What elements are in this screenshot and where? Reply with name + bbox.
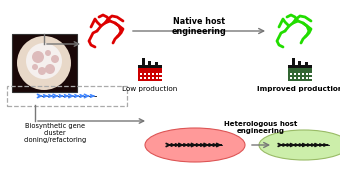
Bar [306, 77, 308, 79]
Bar [288, 65, 312, 68]
Bar [298, 77, 301, 79]
Ellipse shape [145, 128, 245, 162]
Text: Native host
engineering: Native host engineering [172, 17, 226, 36]
Bar [298, 73, 301, 75]
Bar [309, 73, 311, 75]
Bar [288, 68, 312, 81]
Bar [138, 68, 162, 81]
Bar [298, 61, 301, 68]
Bar [290, 73, 292, 75]
Bar [302, 73, 304, 75]
Bar [152, 77, 154, 79]
Bar [159, 77, 161, 79]
Bar [159, 73, 161, 75]
Bar [152, 73, 154, 75]
Bar [140, 73, 142, 75]
Bar [292, 58, 295, 68]
Bar [294, 73, 296, 75]
Bar [140, 77, 142, 79]
Text: Heterologous host
engineering: Heterologous host engineering [224, 121, 298, 134]
Bar [306, 73, 308, 75]
Circle shape [26, 43, 62, 79]
Circle shape [45, 50, 51, 56]
Bar [309, 77, 311, 79]
Bar [138, 65, 162, 68]
Bar [148, 61, 151, 68]
Ellipse shape [259, 130, 340, 160]
Text: Improved production: Improved production [257, 86, 340, 92]
Bar [302, 77, 304, 79]
Bar [294, 77, 296, 79]
Bar [156, 77, 158, 79]
Bar [143, 73, 147, 75]
Bar [143, 77, 147, 79]
Circle shape [45, 64, 55, 74]
Circle shape [17, 36, 71, 90]
Bar [155, 62, 158, 68]
Bar [290, 77, 292, 79]
Bar [148, 73, 150, 75]
Circle shape [51, 55, 59, 63]
Circle shape [32, 64, 38, 70]
Text: Low production: Low production [122, 86, 177, 92]
Bar [142, 58, 145, 68]
Text: Biosynthetic gene
cluster
cloning/refactoring: Biosynthetic gene cluster cloning/refact… [23, 123, 87, 143]
Bar [305, 62, 308, 68]
Circle shape [38, 67, 46, 75]
Bar [156, 73, 158, 75]
Bar [148, 77, 150, 79]
Circle shape [32, 51, 44, 63]
Bar [12, 34, 77, 92]
